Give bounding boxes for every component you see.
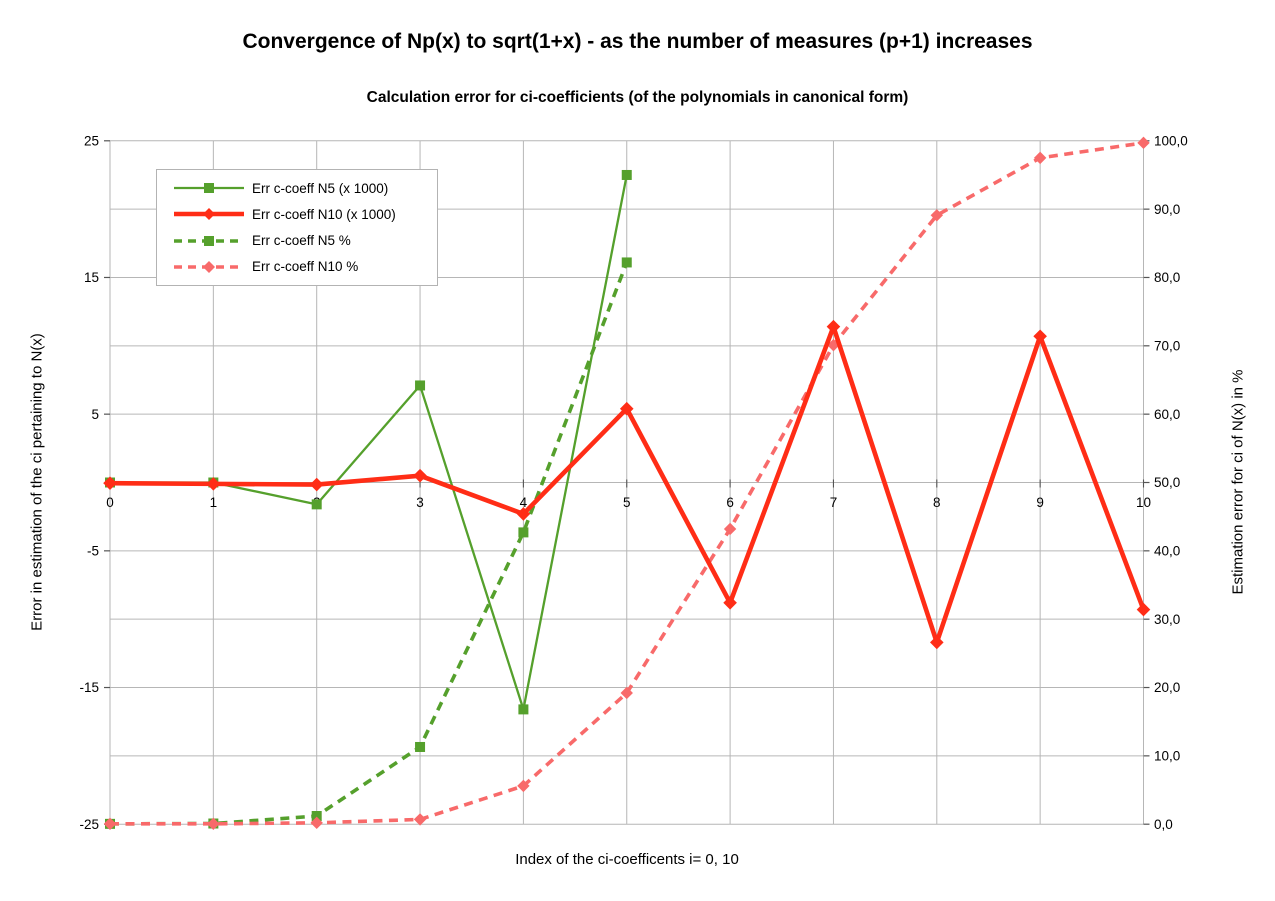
y-right-tick-label: 80,0 — [1154, 270, 1180, 285]
legend-swatch-square-icon — [204, 183, 214, 194]
legend-swatch — [174, 208, 244, 221]
legend-item: Err c-coeff N5 (x 1000) — [173, 175, 437, 201]
y-right-tick-label: 10,0 — [1154, 749, 1180, 764]
legend-swatch-square-icon — [204, 235, 214, 246]
legend-swatch-diamond-icon — [203, 208, 215, 221]
legend-label: Err c-coeff N5 (x 1000) — [252, 180, 389, 196]
legend-item: Err c-coeff N10 (x 1000) — [173, 201, 437, 227]
x-tick-label: 0 — [106, 495, 114, 510]
series-marker-diamond — [413, 813, 427, 826]
y-right-tick-label: 30,0 — [1154, 612, 1180, 627]
legend-label: Err c-coeff N10 % — [252, 259, 359, 275]
series-marker-diamond — [517, 779, 530, 793]
y-right-tick-label: 60,0 — [1154, 407, 1180, 422]
series-line-3 — [109, 261, 629, 826]
y-left-tick-label: -5 — [87, 544, 99, 559]
legend-item: Err c-coeff N5 % — [173, 228, 437, 254]
series-marker-diamond — [413, 468, 427, 483]
series-marker-diamond — [930, 209, 943, 222]
legend-swatch-diamond-icon — [203, 260, 215, 273]
y-right-tick-label: 40,0 — [1154, 544, 1180, 559]
legend-label: Err c-coeff N5 % — [252, 233, 351, 249]
series-marker-square — [621, 257, 632, 268]
series-marker-diamond — [826, 319, 841, 334]
x-tick-label: 6 — [726, 495, 734, 510]
series-marker-diamond — [723, 522, 737, 536]
legend-swatch — [174, 235, 244, 246]
series-marker-square — [415, 741, 426, 752]
series-marker-square — [415, 380, 426, 391]
series-marker-diamond — [103, 476, 117, 490]
series-marker-diamond — [619, 401, 634, 416]
series-marker-diamond — [620, 686, 633, 700]
series-marker-diamond — [310, 816, 323, 830]
series-marker-diamond — [1033, 329, 1047, 344]
x-axis-title: Index of the ci-coefficents i= 0, 10 — [515, 851, 739, 868]
series-marker-diamond — [309, 477, 324, 492]
x-tick-label: 3 — [416, 495, 424, 510]
legend: Err c-coeff N5 (x 1000) Err c-coeff N10 (… — [156, 169, 438, 286]
legend-label: Err c-coeff N10 (x 1000) — [252, 206, 396, 222]
x-tick-label: 7 — [830, 495, 838, 510]
y-right-tick-label: 50,0 — [1154, 475, 1180, 490]
legend-swatch — [174, 183, 244, 194]
y-right-tick-label: 90,0 — [1154, 202, 1180, 217]
y-right-tick-label: 70,0 — [1154, 339, 1180, 354]
y-right-tick-label: 20,0 — [1154, 680, 1180, 695]
series-marker-diamond — [1137, 136, 1150, 150]
y-left-tick-label: 25 — [84, 134, 99, 149]
series-marker-diamond — [207, 817, 220, 831]
y-right-tick-label: 100,0 — [1154, 134, 1188, 149]
series-marker-square — [311, 810, 322, 821]
series-marker-diamond — [1136, 602, 1151, 617]
x-tick-label: 8 — [933, 495, 941, 510]
series-marker-diamond — [103, 817, 117, 831]
x-tick-label: 5 — [623, 495, 631, 510]
y-left-tick-label: -15 — [79, 680, 99, 695]
x-tick-label: 9 — [1036, 495, 1044, 510]
series-marker-diamond — [1033, 151, 1047, 165]
x-tick-label: 10 — [1136, 495, 1151, 510]
y-left-tick-label: 5 — [91, 407, 99, 422]
series-marker-diamond — [206, 477, 221, 491]
x-tick-label: 4 — [520, 495, 528, 510]
legend-item: Err c-coeff N10 % — [173, 254, 437, 280]
series-marker-diamond — [516, 507, 531, 521]
y-left-tick-label: -25 — [79, 817, 99, 832]
series-line-4 — [110, 141, 1144, 826]
series-marker-square — [518, 527, 529, 538]
chart-title: Convergence of Np(x) to sqrt(1+x) - as t… — [242, 30, 1033, 53]
x-tick-label: 1 — [210, 495, 218, 510]
series-marker-diamond — [930, 635, 944, 650]
series-marker-square — [621, 169, 632, 180]
y-left-tick-label: 15 — [84, 270, 99, 285]
series-marker-diamond — [723, 595, 737, 610]
y-right-tick-label: 0,0 — [1154, 817, 1173, 832]
legend-swatch — [174, 260, 244, 273]
series-marker-square — [311, 499, 322, 510]
series-marker-diamond — [827, 338, 840, 352]
series-marker-square — [518, 704, 529, 715]
chart-subtitle: Calculation error for ci-coefficients (o… — [366, 89, 909, 106]
